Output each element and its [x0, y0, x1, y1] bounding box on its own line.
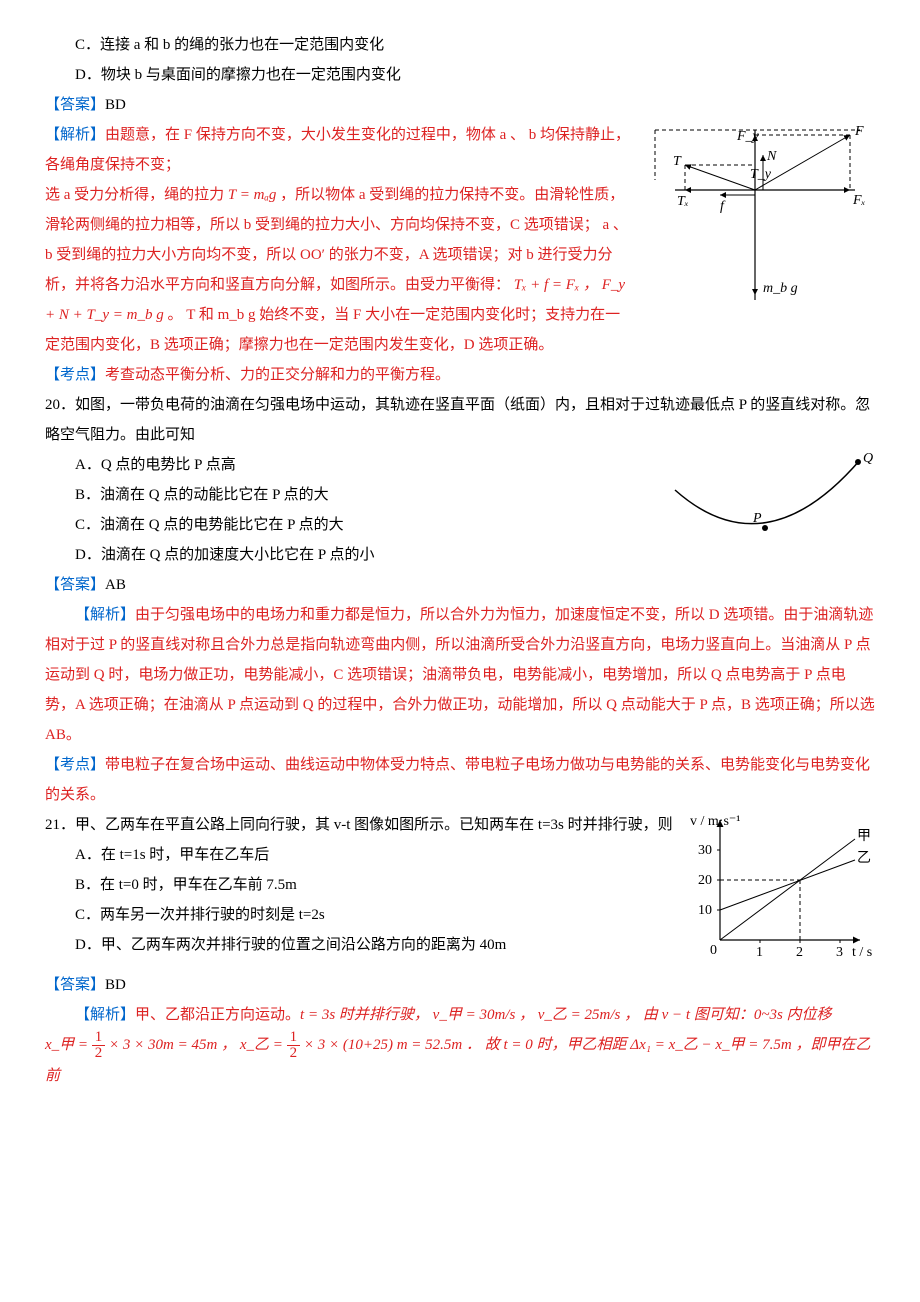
- q19-option-d: D．物块 b 与桌面间的摩擦力也在一定范围内变化: [45, 60, 875, 90]
- answer-label: 【答案】: [45, 977, 105, 993]
- svg-text:f: f: [720, 199, 726, 214]
- svg-text:P: P: [752, 511, 762, 526]
- q21-option-c: C．两车另一次并排行驶的时刻是 t=2s: [45, 900, 675, 930]
- svg-text:10: 10: [698, 903, 712, 918]
- q19-answer-line: 【答案】BD: [45, 90, 875, 120]
- q19-option-c: C．连接 a 和 b 的绳的张力也在一定范围内变化: [45, 30, 875, 60]
- explanation-label: 【解析】: [75, 607, 135, 623]
- answer-value: AB: [105, 577, 126, 593]
- svg-text:1: 1: [756, 945, 763, 960]
- q20-option-a: A．Q 点的电势比 P 点高: [45, 450, 655, 480]
- topic-label: 【考点】: [45, 757, 105, 773]
- q20-trajectory-diagram: P Q: [665, 450, 875, 550]
- svg-text:N: N: [766, 149, 777, 164]
- topic-body: 带电粒子在复合场中运动、曲线运动中物体受力特点、带电粒子电场力做功与电势能的关系…: [45, 757, 870, 803]
- explanation-label: 【解析】: [75, 1007, 135, 1023]
- svg-text:Q: Q: [863, 451, 873, 466]
- q21-option-d: D．甲、乙两车两次并排行驶的位置之间沿公路方向的距离为 40m: [45, 930, 675, 960]
- svg-text:t / s: t / s: [852, 945, 872, 960]
- svg-text:Tₓ: Tₓ: [677, 194, 689, 209]
- q21-expl-eq: x_甲 = 12 × 3 × 30m = 45m ， x_乙 = 12 × 3 …: [45, 1030, 875, 1091]
- q19-expl-body: 选 a 受力分析得，绳的拉力 T = mₐg ，所以物体 a 受到绳的拉力保持不…: [45, 180, 635, 360]
- q21-explanation: 【解析】甲、乙都沿正方向运动。t = 3s 时并排行驶， v_甲 = 30m/s…: [45, 1000, 875, 1030]
- q21-option-b: B．在 t=0 时，甲车在乙车前 7.5m: [45, 870, 675, 900]
- q19-explanation: 【解析】由题意，在 F 保持方向不变，大小发生变化的过程中，物体 a 、 b 均…: [45, 120, 635, 180]
- svg-text:Fₓ: Fₓ: [852, 193, 866, 208]
- svg-text:2: 2: [796, 945, 803, 960]
- answer-value: BD: [105, 97, 126, 113]
- svg-text:乙: 乙: [857, 850, 871, 866]
- svg-text:3: 3: [836, 945, 843, 960]
- q20-stem: 20．如图，一带负电荷的油滴在匀强电场中运动，其轨迹在竖直平面（纸面）内，且相对…: [45, 390, 875, 450]
- svg-text:0: 0: [710, 943, 717, 958]
- q19-fbd-diagram: F F_y N Fₓ T T_y Tₓ f: [645, 120, 875, 320]
- q20-explanation: 【解析】由于匀强电场中的电场力和重力都是恒力，所以合外力为恒力，加速度恒定不变，…: [45, 600, 875, 750]
- explanation-label: 【解析】: [45, 127, 105, 143]
- answer-label: 【答案】: [45, 577, 105, 593]
- explanation-body: 由于匀强电场中的电场力和重力都是恒力，所以合外力为恒力，加速度恒定不变，所以 D…: [45, 607, 875, 743]
- svg-text:甲: 甲: [857, 829, 871, 844]
- topic-label: 【考点】: [45, 367, 105, 383]
- q21-stem: 21．甲、乙两车在平直公路上同向行驶，其 v-t 图像如图所示。已知两车在 t=…: [45, 810, 675, 840]
- q21-answer-line: 【答案】BD: [45, 970, 875, 1000]
- svg-text:30: 30: [698, 843, 712, 858]
- q21-option-a: A．在 t=1s 时，甲车在乙车后: [45, 840, 675, 870]
- q20-answer-line: 【答案】AB: [45, 570, 875, 600]
- svg-text:v / m·s⁻¹: v / m·s⁻¹: [690, 814, 740, 829]
- svg-text:F_y: F_y: [736, 129, 760, 144]
- svg-text:T_y: T_y: [750, 167, 772, 182]
- svg-text:F: F: [854, 124, 864, 139]
- q19-topic: 【考点】考查动态平衡分析、力的正交分解和力的平衡方程。: [45, 360, 635, 390]
- answer-value: BD: [105, 977, 126, 993]
- svg-text:m_b g: m_b g: [763, 281, 798, 296]
- svg-text:20: 20: [698, 873, 712, 888]
- q20-option-c: C．油滴在 Q 点的电势能比它在 P 点的大: [45, 510, 655, 540]
- answer-label: 【答案】: [45, 97, 105, 113]
- q20-option-d: D．油滴在 Q 点的加速度大小比它在 P 点的小: [45, 540, 655, 570]
- topic-body: 考查动态平衡分析、力的正交分解和力的平衡方程。: [105, 367, 450, 383]
- q20-option-b: B．油滴在 Q 点的动能比它在 P 点的大: [45, 480, 655, 510]
- svg-text:T: T: [673, 154, 682, 169]
- q21-vt-graph: v / m·s⁻¹ t / s 0 10 20 30 1 2 3 甲: [685, 810, 875, 970]
- explanation-intro: 由题意，在 F 保持方向不变，大小发生变化的过程中，物体 a 、 b 均保持静止…: [45, 127, 630, 173]
- q20-topic: 【考点】带电粒子在复合场中运动、曲线运动中物体受力特点、带电粒子电场力做功与电势…: [45, 750, 875, 810]
